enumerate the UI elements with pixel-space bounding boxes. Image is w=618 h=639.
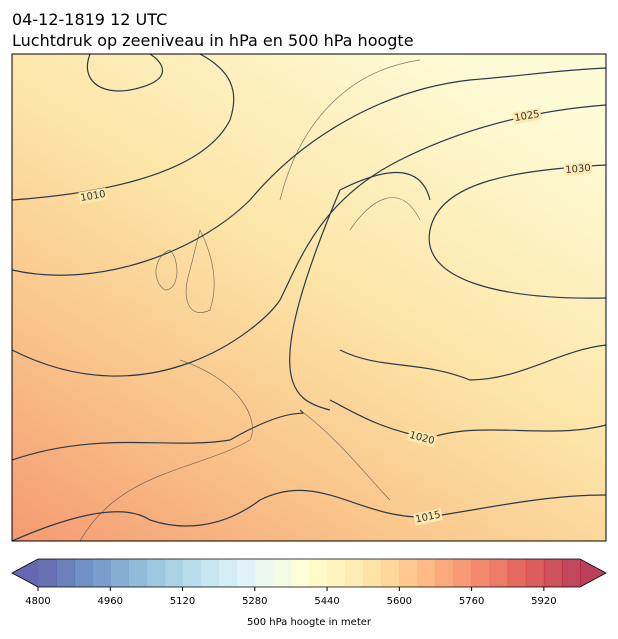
contour-label-bg [563,161,593,177]
colorbar-bin [164,559,184,587]
colorbar-bin [182,559,202,587]
colorbar-tick-label: 5440 [314,596,339,607]
map-frame [11,53,607,542]
colorbar-tick-label: 4960 [98,596,123,607]
colorbar-bin [92,559,111,587]
colorbar-bin [453,559,473,587]
colorbar-bin [561,559,581,587]
colorbar-bin [471,559,491,587]
colorbar-tick-label: 5280 [242,596,267,607]
isobar [12,67,606,276]
contour-label: 1010 [80,189,107,204]
colorbar-bin [110,559,129,587]
contour-label-bg [413,508,443,526]
colorbar-tick-label: 5600 [387,596,412,607]
colorbar-bin [507,559,527,587]
contour-label: 1030 [565,163,591,176]
isobar [12,489,606,541]
colorbar-bin [128,559,147,587]
colorbar-bin [489,559,509,587]
title: Luchtdruk op zeeniveau in hPa en 500 hPa… [12,31,414,50]
contour-label: 1025 [514,109,541,124]
contour-label-bg [406,428,438,448]
colorbar-tick-label: 5760 [459,596,484,607]
colorbar-bin [417,559,436,587]
isobar [428,164,606,299]
colorbar-bin [254,559,274,587]
colorbar-bin [435,559,455,587]
colorbar: 4800 4960 5120 5280 5440 5600 5760 5920 [11,558,607,607]
colorbar-label: 500 hPa hoogte in meter [247,617,372,628]
contour-label: 1015 [415,509,442,525]
isobar [86,54,164,92]
colorbar-bin [327,559,346,587]
date: 04-12-1819 12 UTC [12,10,167,29]
colorbar-bin [399,559,418,587]
colorbar-tick-label: 5920 [531,596,556,607]
colorbar-bin [56,559,75,587]
colorbar-bin [236,559,256,587]
colorbar-bin [200,559,220,587]
colorbar-bin [543,559,563,587]
isobar [12,54,235,201]
colorbar-bin [74,559,93,587]
contour-label-bg [512,107,542,125]
colorbar-bin [272,559,292,587]
isobar [12,171,606,461]
colorbar-extend-high [580,559,606,587]
coastlines [79,59,421,541]
isobar [12,104,606,377]
colorbar-bin [345,559,364,587]
britain [185,228,215,313]
colorbar-bin [218,559,238,587]
map-background [12,54,606,541]
ireland [155,249,178,291]
colorbar-bin [309,559,328,587]
colorbar-bin [381,559,400,587]
colorbar-tick-label: 5120 [170,596,195,607]
scandinavia [279,59,421,231]
colorbar-extend-low [12,559,38,587]
contour-label-bg [78,187,108,205]
colorbar-bin [38,559,57,587]
continent [79,359,391,541]
colorbar-bin [146,559,165,587]
colorbar-tick-label: 4800 [25,596,50,607]
colorbar-bin [363,559,382,587]
colorbar-bin [290,559,310,587]
colorbar-bin [525,559,545,587]
